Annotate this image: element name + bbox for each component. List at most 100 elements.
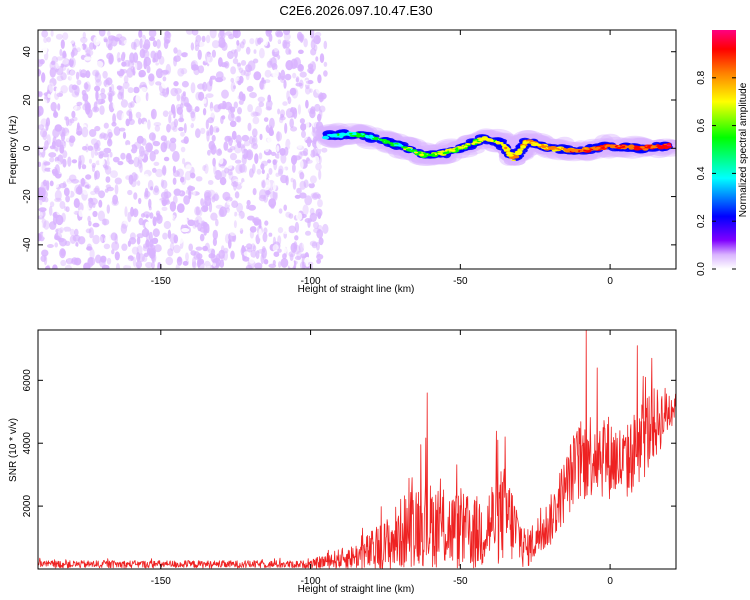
noise-blob: [103, 243, 111, 250]
noise-blob: [107, 95, 112, 101]
noise-blob: [271, 39, 277, 48]
noise-blob: [128, 111, 133, 122]
noise-blob: [285, 47, 291, 55]
noise-blob: [142, 211, 151, 218]
noise-blob: [148, 231, 153, 243]
noise-blob: [104, 235, 113, 244]
noise-blob: [125, 258, 132, 267]
noise-blob: [112, 194, 118, 205]
noise-blob: [249, 226, 257, 233]
noise-blob: [163, 156, 170, 162]
noise-blob: [64, 264, 72, 269]
noise-blob: [157, 49, 162, 60]
noise-blob: [56, 92, 63, 98]
noise-blob: [185, 252, 189, 261]
noise-blob: [90, 190, 97, 196]
noise-blob: [41, 30, 49, 38]
noise-blob: [68, 69, 76, 76]
noise-blob: [156, 177, 161, 186]
spectrogram-xlabel: Height of straight line (km): [298, 284, 415, 295]
echo-trace-blob: [423, 154, 428, 157]
noise-blob: [227, 209, 235, 218]
noise-blob: [164, 175, 169, 180]
noise-blob: [316, 229, 324, 239]
noise-blob: [69, 118, 75, 124]
noise-blob: [42, 99, 48, 107]
noise-blob: [298, 92, 306, 100]
noise-blob: [282, 225, 289, 235]
noise-blob: [254, 262, 263, 269]
noise-blob: [193, 67, 200, 76]
noise-blob: [311, 193, 319, 200]
noise-blob: [147, 102, 153, 110]
noise-blob: [49, 67, 56, 78]
noise-blob: [245, 72, 250, 81]
noise-blob: [136, 236, 141, 245]
noise-blob: [294, 235, 299, 241]
noise-blob: [64, 230, 71, 241]
noise-blob: [85, 49, 94, 57]
noise-blob: [313, 35, 321, 45]
noise-blob: [151, 237, 159, 244]
noise-blob: [68, 57, 76, 68]
noise-blob: [162, 69, 170, 75]
noise-blob: [315, 56, 319, 62]
noise-blob: [48, 82, 54, 92]
noise-blob: [255, 250, 260, 260]
noise-blob: [181, 94, 186, 100]
echo-trace-blob: [652, 146, 658, 149]
noise-blob: [71, 110, 76, 118]
noise-blob: [219, 259, 225, 268]
noise-blob: [304, 86, 311, 95]
echo-trace-blob: [596, 146, 601, 149]
echo-trace-blob: [504, 146, 508, 150]
noise-blob: [57, 228, 66, 238]
noise-blob: [190, 138, 197, 150]
noise-blob: [157, 262, 161, 268]
noise-blob: [60, 249, 66, 256]
noise-blob: [39, 59, 45, 65]
colorbar-gradient: [712, 30, 736, 269]
noise-blob: [132, 256, 136, 267]
noise-blob: [53, 109, 57, 117]
noise-blob: [187, 124, 191, 135]
noise-blob: [275, 131, 282, 142]
noise-blob: [95, 98, 104, 105]
noise-blob: [224, 167, 230, 174]
noise-blob: [304, 195, 313, 206]
noise-blob: [272, 159, 278, 164]
echo-trace-blob: [573, 149, 579, 153]
noise-blob: [279, 109, 286, 117]
noise-blob: [220, 170, 227, 179]
noise-blob: [135, 93, 142, 105]
noise-blob: [262, 79, 266, 84]
noise-blob: [154, 124, 161, 132]
noise-blob: [292, 179, 297, 190]
noise-blob: [92, 234, 100, 245]
noise-blob: [254, 153, 259, 165]
noise-blob: [99, 105, 105, 115]
noise-blob: [132, 208, 139, 218]
noise-blob: [159, 91, 167, 97]
noise-blob: [227, 163, 233, 170]
noise-blob: [103, 147, 112, 154]
noise-blob: [86, 47, 91, 58]
noise-blob: [99, 132, 106, 139]
noise-blob: [218, 103, 226, 110]
noise-blob: [233, 49, 238, 59]
noise-blob: [288, 258, 295, 268]
echo-trace-blob: [601, 146, 605, 149]
noise-blob: [176, 106, 183, 115]
noise-blob: [314, 155, 320, 163]
noise-blob: [259, 189, 267, 200]
x-tick-label: -150: [151, 276, 171, 287]
noise-blob: [265, 190, 271, 196]
noise-blob: [82, 31, 87, 39]
noise-blob: [299, 180, 307, 190]
echo-trace-blob: [637, 147, 642, 150]
noise-blob: [111, 249, 115, 255]
echo-trace-blob: [511, 159, 516, 161]
noise-blob: [297, 104, 301, 115]
noise-blob: [233, 220, 237, 229]
noise-blob: [293, 155, 301, 161]
